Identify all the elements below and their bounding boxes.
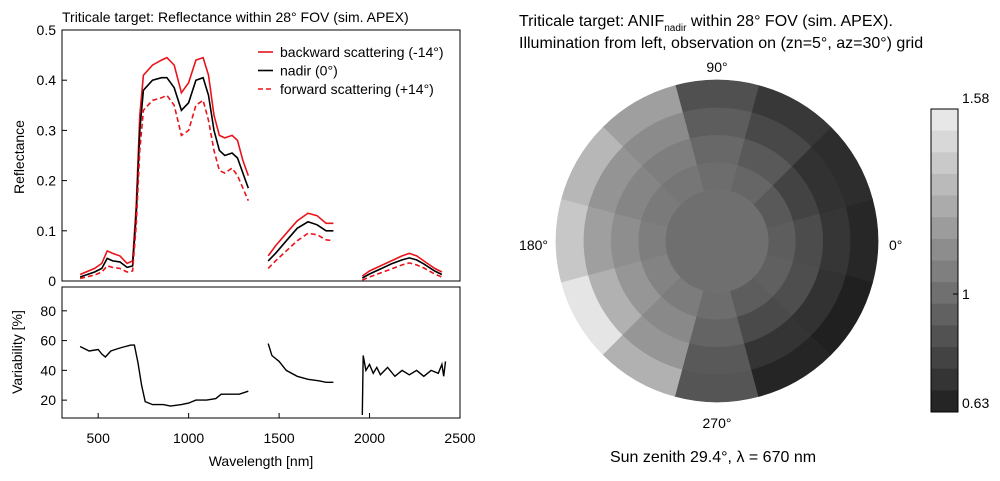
angle-label-0: 0° bbox=[889, 237, 902, 253]
variability-ytick-label: 80 bbox=[40, 303, 56, 319]
reflectance-ylabel: Reflectance bbox=[11, 120, 27, 194]
polar-cell bbox=[689, 316, 745, 348]
reflectance-ytick-label: 0.3 bbox=[37, 122, 57, 138]
polar-cell bbox=[811, 275, 873, 356]
reflectance-ytick-label: 0.4 bbox=[37, 72, 57, 88]
colorbar-step bbox=[931, 347, 958, 370]
variability-series-line bbox=[79, 344, 249, 407]
reflectance-ytick-label: 0.5 bbox=[37, 22, 57, 38]
reflectance-ytick-label: 0 bbox=[48, 273, 56, 289]
reflectance-series-line-0 bbox=[79, 56, 250, 276]
angle-label-270: 270° bbox=[703, 415, 732, 431]
angle-label-180: 180° bbox=[519, 237, 548, 253]
polar-cell bbox=[682, 107, 752, 139]
variability-ytick-label: 60 bbox=[40, 333, 56, 349]
variability-ytick-label: 40 bbox=[40, 362, 56, 378]
anif-title-line2: Illumination from left, observation on (… bbox=[519, 35, 923, 52]
variability-ytick-label: 20 bbox=[40, 392, 56, 408]
reflectance-series-line-2 bbox=[267, 232, 334, 269]
colorbar-step bbox=[931, 109, 958, 132]
wavelength-xlabel: Wavelength [nm] bbox=[209, 453, 314, 469]
colorbar-step bbox=[931, 282, 958, 305]
reflectance-ytick-label: 0.2 bbox=[37, 173, 57, 189]
legend-entry: nadir (0°) bbox=[280, 63, 338, 79]
variability-yticks: 20 40 60 80 bbox=[40, 303, 67, 408]
polar-cell bbox=[682, 343, 752, 375]
legend-entry: forward scattering (+14°) bbox=[280, 81, 434, 97]
reflectance-lines bbox=[79, 56, 443, 281]
reflectance-ytick-label: 0.1 bbox=[37, 223, 57, 239]
variability-series-line bbox=[267, 343, 334, 383]
colorbar-step bbox=[931, 325, 958, 348]
legend-entry: backward scattering (-14°) bbox=[280, 44, 444, 60]
variability-panel: Variability [%] 20 40 60 80 500 1000 1500 2000… bbox=[9, 286, 476, 469]
wavelength-xtick-label: 500 bbox=[87, 430, 111, 446]
angle-label-90: 90° bbox=[706, 59, 727, 75]
polar-center-cell bbox=[665, 189, 769, 293]
wavelength-xtick-label: 2000 bbox=[354, 430, 385, 446]
reflectance-chart-title: Triticale target: Reflectance within 28°… bbox=[62, 9, 409, 25]
colorbar: 1.58 1 0.63 bbox=[930, 90, 989, 413]
polar-cell bbox=[583, 206, 615, 276]
reflectance-legend: backward scattering (-14°) nadir (0°) forw… bbox=[258, 44, 444, 97]
variability-ylabel: Variability [%] bbox=[9, 310, 25, 394]
colorbar-step bbox=[931, 368, 958, 391]
anif-title-subscript: nadir bbox=[664, 23, 687, 34]
colorbar-step bbox=[931, 130, 958, 153]
wavelength-xtick-label: 1500 bbox=[264, 430, 295, 446]
wavelength-xtick-label: 2500 bbox=[444, 430, 475, 446]
wavelength-xtick-label: 1000 bbox=[173, 430, 204, 446]
anif-panel: Triticale target: ANIFnadir within 28° F… bbox=[519, 13, 989, 466]
colorbar-step bbox=[931, 195, 958, 218]
colorbar-step bbox=[931, 217, 958, 240]
reflectance-panel: Triticale target: Reflectance within 28°… bbox=[11, 9, 461, 289]
reflectance-series-line-1 bbox=[361, 257, 443, 279]
reflectance-plot-frame bbox=[61, 29, 461, 282]
colorbar-tick-label: 0.63 bbox=[962, 395, 989, 411]
colorbar-tick-label: 1.58 bbox=[962, 90, 989, 106]
anif-title-line1: Triticale target: ANIFnadir within 28° F… bbox=[519, 13, 893, 34]
colorbar-step bbox=[931, 238, 958, 261]
colorbar-frame bbox=[930, 108, 959, 413]
reflectance-series-line-1 bbox=[79, 76, 250, 278]
variability-series-line bbox=[361, 355, 447, 416]
polar-cell bbox=[674, 79, 760, 113]
colorbar-step bbox=[931, 260, 958, 283]
anif-title-main: Triticale target: ANIF bbox=[519, 13, 664, 30]
reflectance-series-line-2 bbox=[79, 94, 250, 280]
reflectance-series-line-1 bbox=[267, 220, 334, 262]
colorbar-step bbox=[931, 173, 958, 197]
colorbar-step bbox=[931, 152, 958, 175]
polar-cell bbox=[555, 198, 589, 284]
anif-title-rest: within 28° FOV (sim. APEX). bbox=[686, 13, 892, 30]
reflectance-yticks: 0 0.1 0.2 0.3 0.4 0.5 bbox=[37, 22, 67, 289]
polar-cell bbox=[792, 213, 824, 269]
polar-cell bbox=[845, 198, 879, 284]
colorbar-tick-label: 1 bbox=[962, 286, 970, 302]
polar-plot bbox=[555, 79, 879, 403]
wavelength-xticks: 500 1000 1500 2000 2500 bbox=[87, 413, 476, 446]
polar-cell bbox=[674, 369, 760, 403]
polar-cell bbox=[610, 213, 642, 269]
colorbar-step bbox=[931, 303, 958, 326]
reflectance-series-line-0 bbox=[267, 212, 334, 257]
anif-caption: Sun zenith 29.4°, λ = 670 nm bbox=[610, 449, 816, 466]
variability-plot-frame bbox=[61, 286, 461, 419]
variability-lines bbox=[79, 343, 447, 416]
colorbar-step bbox=[931, 390, 958, 413]
reflectance-series-line-0 bbox=[361, 252, 443, 277]
polar-cell bbox=[689, 134, 745, 166]
polar-cell bbox=[819, 206, 851, 276]
